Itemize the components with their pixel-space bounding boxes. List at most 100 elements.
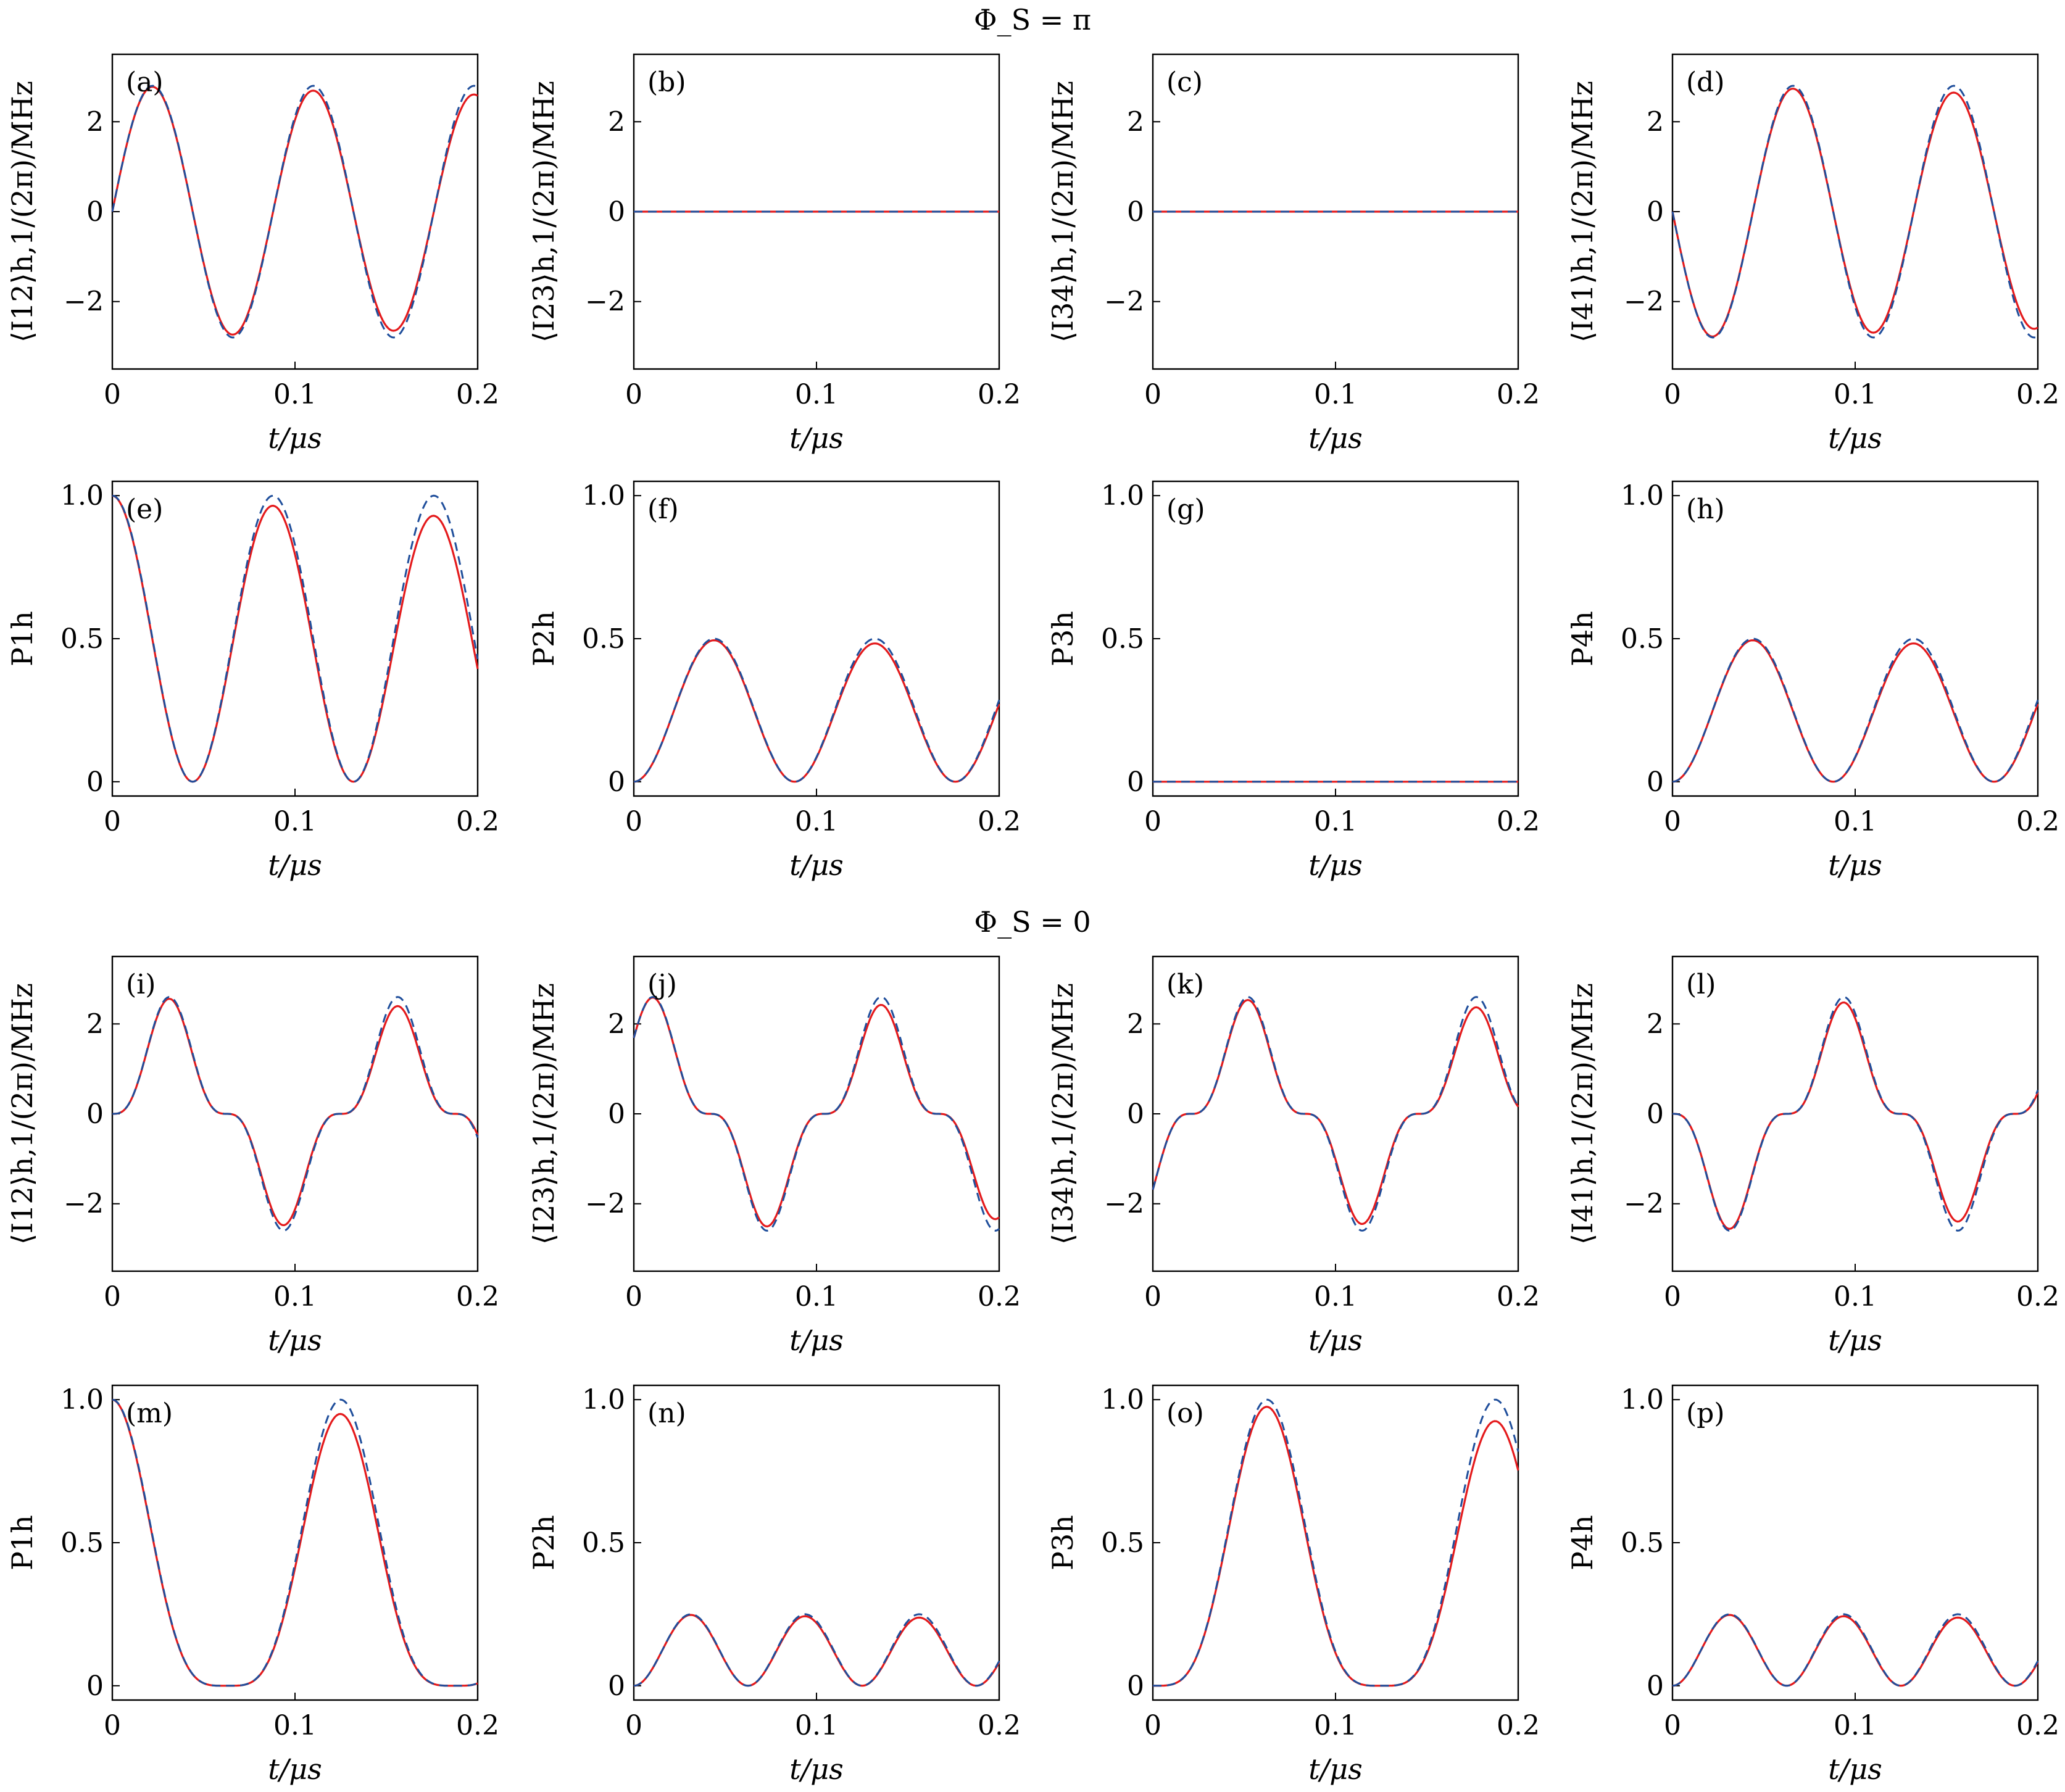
- series-line-solid: [633, 639, 1000, 783]
- y-tick-label: 0.5: [1101, 1527, 1144, 1559]
- panel-a: 0 0.1 0.2 −2 0 2 (a) t/μs ⟨I12⟩h,1/(2π)/MHz: [6, 53, 499, 455]
- x-tick-label: 0.1: [273, 1281, 317, 1313]
- series-line-solid: [1672, 1614, 2039, 1687]
- panel-tag: (a): [126, 67, 164, 98]
- y-tick-label: 2: [1647, 106, 1664, 138]
- y-axis-label: P4h: [1566, 611, 1599, 666]
- y-axis-label: P3h: [1046, 1515, 1079, 1570]
- y-tick-label: −2: [64, 1188, 104, 1220]
- panel-g: 0 0.1 0.2 0 0.5 1.0 (g) t/μs P3h: [1046, 480, 1540, 882]
- series-line-dashed: [633, 637, 1000, 783]
- panel-tag: (m): [126, 1398, 173, 1429]
- y-tick-label: 0: [86, 1098, 104, 1130]
- y-tick-label: 0.5: [582, 1527, 625, 1559]
- y-tick-label: 1.0: [1621, 480, 1664, 512]
- x-tick-label: 0: [1664, 1710, 1681, 1741]
- x-tick-label: 0.2: [456, 1281, 499, 1313]
- y-axis-label: ⟨I12⟩h,1/(2π)/MHz: [6, 983, 39, 1245]
- x-tick-label: 0: [1664, 806, 1681, 837]
- x-tick-label: 0.1: [795, 806, 838, 837]
- x-tick-label: 0.2: [978, 1281, 1021, 1313]
- x-tick-label: 0.2: [1497, 1710, 1540, 1741]
- y-tick-label: 0: [1647, 1670, 1664, 1702]
- panel-i: 0 0.1 0.2 −2 0 2 (i) t/μs ⟨I12⟩h,1/(2π)/MHz: [6, 955, 499, 1357]
- x-tick-label: 0: [625, 806, 642, 837]
- series-line-solid: [111, 85, 478, 336]
- x-tick-label: 0.1: [1314, 379, 1357, 410]
- panel-tag: (e): [126, 494, 163, 525]
- x-tick-label: 0: [104, 1710, 121, 1741]
- panel-p: 0 0.1 0.2 0 0.5 1.0 (p) t/μs P4h: [1566, 1384, 2059, 1786]
- panel-tag: (j): [647, 969, 677, 1000]
- panel-n: 0 0.1 0.2 0 0.5 1.0 (n) t/μs P2h: [527, 1384, 1021, 1786]
- panel-tag: (f): [647, 494, 679, 525]
- x-tick-label: 0.2: [978, 379, 1021, 410]
- series-line-dashed: [1672, 637, 2039, 783]
- panel-tag: (b): [647, 67, 686, 98]
- x-tick-label: 0.1: [1314, 1710, 1357, 1741]
- y-tick-label: 0.5: [60, 623, 104, 655]
- x-tick-label: 0: [104, 379, 121, 410]
- panel-tag: (g): [1166, 494, 1205, 525]
- panel-d: 0 0.1 0.2 −2 0 2 (d) t/μs ⟨I41⟩h,1/(2π)/MHz: [1566, 53, 2059, 455]
- x-tick-label: 0: [1144, 1710, 1161, 1741]
- y-axis-label: ⟨I23⟩h,1/(2π)/MHz: [527, 983, 560, 1245]
- y-tick-label: 0.5: [60, 1527, 104, 1559]
- x-tick-label: 0: [625, 1710, 642, 1741]
- panel-h: 0 0.1 0.2 0 0.5 1.0 (h) t/μs P4h: [1566, 480, 2059, 882]
- series-line-solid: [1672, 639, 2039, 783]
- y-axis-label: ⟨I23⟩h,1/(2π)/MHz: [527, 81, 560, 342]
- y-tick-label: 2: [1127, 106, 1144, 138]
- y-tick-label: 2: [86, 1008, 104, 1040]
- y-tick-label: 0: [1127, 1670, 1144, 1702]
- x-tick-label: 0.2: [2016, 806, 2059, 837]
- x-tick-label: 0: [625, 379, 642, 410]
- panel-tag: (h): [1686, 494, 1725, 525]
- series-line-dashed: [1672, 1613, 2039, 1687]
- y-tick-label: 0: [86, 196, 104, 228]
- x-axis-label: t/μs: [1308, 1753, 1363, 1786]
- x-axis-label: t/μs: [1828, 1324, 1882, 1357]
- series-line-dashed: [1672, 996, 2039, 1232]
- y-tick-label: 0: [608, 1098, 625, 1130]
- x-tick-label: 0: [1144, 379, 1161, 410]
- series-line-solid: [1672, 1001, 2039, 1230]
- y-tick-label: 1.0: [1621, 1384, 1664, 1416]
- panel-frame: [1671, 955, 2039, 1272]
- x-tick-label: 0.1: [795, 379, 838, 410]
- series-line-dashed: [633, 996, 1000, 1232]
- x-axis-label: t/μs: [1828, 421, 1882, 455]
- y-tick-label: 0: [1647, 1098, 1664, 1130]
- panel-tag: (d): [1686, 67, 1725, 98]
- panel-k: 0 0.1 0.2 −2 0 2 (k) t/μs ⟨I34⟩h,1/(2π)/MHz: [1046, 955, 1540, 1357]
- series-line-solid: [1671, 88, 2038, 338]
- x-tick-label: 0.2: [1497, 379, 1540, 410]
- y-tick-label: −2: [1104, 286, 1144, 318]
- y-tick-label: 0: [608, 766, 625, 798]
- x-tick-label: 0.1: [1834, 379, 1877, 410]
- series-line-dashed: [1153, 1398, 1519, 1687]
- x-tick-label: 0: [104, 1281, 121, 1313]
- y-tick-label: 1.0: [1101, 480, 1144, 512]
- y-tick-label: −2: [1104, 1188, 1144, 1220]
- y-tick-label: 1.0: [582, 1384, 625, 1416]
- y-tick-label: 0: [86, 1670, 104, 1702]
- y-tick-label: 0: [608, 196, 625, 228]
- x-tick-label: 0.2: [1497, 806, 1540, 837]
- x-axis-label: t/μs: [789, 1324, 844, 1357]
- panel-tag: (l): [1686, 969, 1716, 1000]
- y-tick-label: 0.5: [1621, 1527, 1664, 1559]
- x-tick-label: 0.1: [1314, 806, 1357, 837]
- x-tick-label: 0.2: [2016, 379, 2059, 410]
- x-axis-label: t/μs: [789, 421, 844, 455]
- panel-frame: [1671, 480, 2039, 797]
- y-tick-label: 1.0: [60, 480, 104, 512]
- panel-c: 0 0.1 0.2 −2 0 2 (c) t/μs ⟨I34⟩h,1/(2π)/MHz: [1046, 53, 1540, 455]
- x-axis-label: t/μs: [1308, 421, 1363, 455]
- panel-m: 0 0.1 0.2 0 0.5 1.0 (m) t/μs P1h: [6, 1384, 499, 1786]
- y-tick-label: −2: [64, 286, 104, 318]
- panel-frame: [1152, 955, 1519, 1272]
- y-axis-label: ⟨I34⟩h,1/(2π)/MHz: [1046, 81, 1079, 342]
- series-line-dashed: [1671, 85, 2038, 339]
